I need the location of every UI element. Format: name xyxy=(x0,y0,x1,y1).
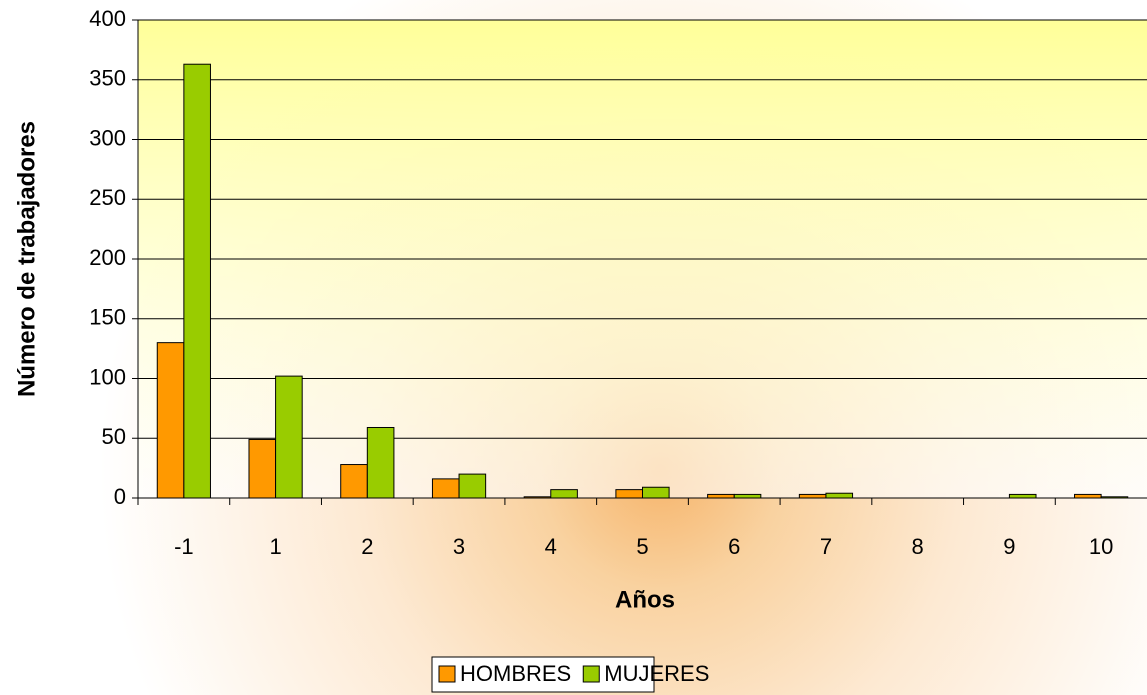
bar xyxy=(826,493,853,498)
bar xyxy=(551,490,578,498)
bar xyxy=(1009,494,1036,498)
page: Años Número de trabajadores HOMBRES MUJER… xyxy=(0,0,1147,695)
y-tick-label: 200 xyxy=(89,245,126,270)
x-tick-label: 9 xyxy=(1003,534,1015,559)
y-tick-label: 300 xyxy=(89,125,126,150)
y-tick-label: 100 xyxy=(89,364,126,389)
x-axis-label: Años xyxy=(615,586,675,613)
bar xyxy=(276,376,303,498)
y-tick-label: 0 xyxy=(114,484,126,509)
chart: Años Número de trabajadores HOMBRES MUJER… xyxy=(0,0,1147,695)
bar xyxy=(432,479,459,498)
x-tick-label: 3 xyxy=(453,534,465,559)
bar xyxy=(341,465,368,498)
y-tick-label: 400 xyxy=(89,6,126,31)
bar xyxy=(616,490,643,498)
x-tick-label: 10 xyxy=(1089,534,1113,559)
bar xyxy=(708,494,735,498)
y-tick-label: 150 xyxy=(89,305,126,330)
bar xyxy=(1075,494,1102,498)
x-tick-label: 1 xyxy=(269,534,281,559)
bar xyxy=(799,494,826,498)
legend-swatch xyxy=(439,666,455,682)
bar xyxy=(459,474,486,498)
bar xyxy=(249,439,276,498)
legend-swatch xyxy=(583,666,599,682)
x-tick-label: 7 xyxy=(820,534,832,559)
bar xyxy=(184,64,211,498)
x-tick-label: 8 xyxy=(912,534,924,559)
legend-label: HOMBRES xyxy=(460,661,571,686)
y-axis-label: Número de trabajadores xyxy=(13,121,40,397)
bar xyxy=(643,487,670,498)
x-tick-label: 4 xyxy=(545,534,557,559)
bar xyxy=(367,427,394,498)
y-tick-label: 50 xyxy=(102,424,126,449)
x-tick-label: -1 xyxy=(174,534,194,559)
legend-label: MUJERES xyxy=(604,661,709,686)
bar xyxy=(734,494,761,498)
y-tick-label: 250 xyxy=(89,185,126,210)
legend: HOMBRES MUJERES xyxy=(432,657,709,692)
x-tick-label: 5 xyxy=(636,534,648,559)
bar xyxy=(157,343,184,498)
x-tick-label: 6 xyxy=(728,534,740,559)
x-tick-label: 2 xyxy=(361,534,373,559)
y-tick-label: 350 xyxy=(89,66,126,91)
